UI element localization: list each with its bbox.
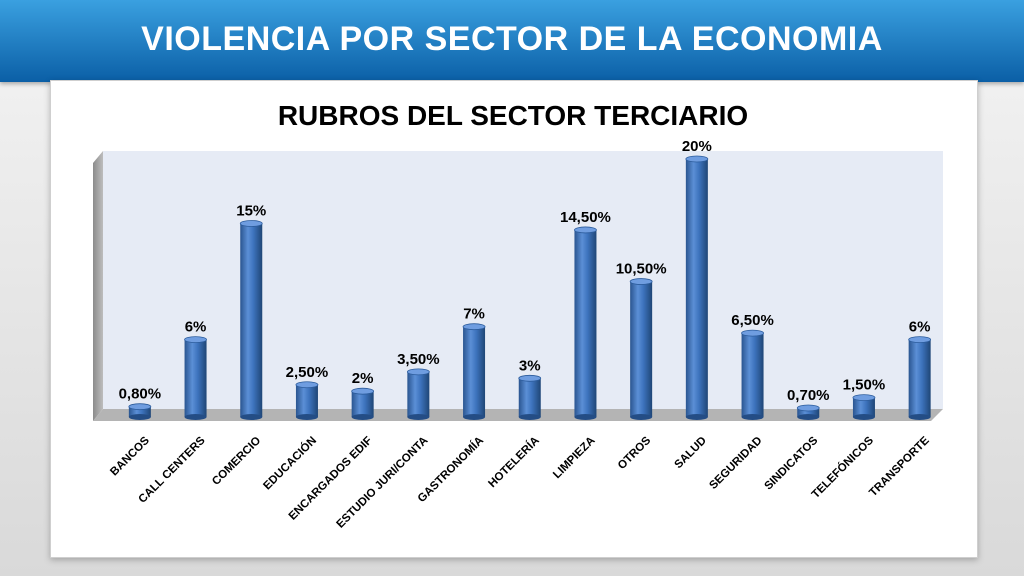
data-label: 7% [463, 306, 485, 323]
x-tick-label: OTROS [616, 434, 654, 472]
x-tick-label: LIMPIEZA [551, 435, 597, 481]
data-label: 3% [519, 357, 541, 374]
x-tick-label: TRANSPORTE [867, 434, 932, 499]
x-tick-label: HOTELERÍA [486, 434, 542, 490]
bar-transporte [908, 336, 932, 420]
bar-encargados-edif [351, 387, 375, 420]
plot-side-wall [93, 151, 103, 421]
bar-chart: RUBROS DEL SECTOR TERCIARIO 0,80% 6% 15% 2,… [93, 100, 943, 531]
title-banner: VIOLENCIA POR SECTOR DE LA ECONOMIA [0, 0, 1024, 82]
bar-salud [685, 155, 709, 420]
data-label: 15% [236, 203, 266, 220]
x-tick-label: EDUCACIÓN [261, 434, 319, 492]
data-label: 20% [682, 138, 712, 155]
bar-seguridad [741, 329, 764, 420]
chart-title: RUBROS DEL SECTOR TERCIARIO [278, 100, 748, 131]
data-label: 2,50% [286, 364, 329, 381]
x-tick-label: SEGURIDAD [707, 435, 764, 492]
data-label: 6% [185, 319, 207, 336]
bar-hoteleria [518, 374, 542, 420]
data-label: 0,80% [119, 386, 162, 403]
x-tick-label: ESTUDIO JURI/CONTA [334, 435, 430, 531]
bar-sindicatos [796, 404, 820, 420]
bar-gastronomia [462, 323, 486, 420]
data-label: 6% [909, 319, 931, 336]
data-label: 10,50% [616, 261, 667, 278]
x-tick-label: COMERCIO [210, 435, 263, 488]
chart-card: RUBROS DEL SECTOR TERCIARIO 0,80% 6% 15% 2,… [50, 80, 978, 558]
data-label: 6,50% [731, 312, 774, 329]
x-tick-label: BANCOS [108, 434, 152, 478]
bar-educacion [295, 381, 319, 420]
page-title: VIOLENCIA POR SECTOR DE LA ECONOMIA [141, 20, 883, 58]
bar-comercio [239, 220, 263, 420]
data-label: 0,70% [787, 387, 830, 404]
bar-call-centers [184, 336, 207, 420]
bar-otros [629, 278, 653, 420]
data-label: 1,50% [843, 377, 886, 394]
bar-bancos [128, 403, 152, 420]
data-label: 14,50% [560, 209, 611, 226]
data-label: 3,50% [397, 351, 440, 368]
bar-limpieza [574, 226, 597, 420]
bar-telefonicos [852, 394, 876, 420]
x-tick-label: SINDICATOS [762, 434, 820, 492]
data-label: 2% [352, 370, 374, 387]
x-tick-label: SALUD [672, 435, 709, 472]
bar-estudio-juri-conta [406, 368, 430, 420]
